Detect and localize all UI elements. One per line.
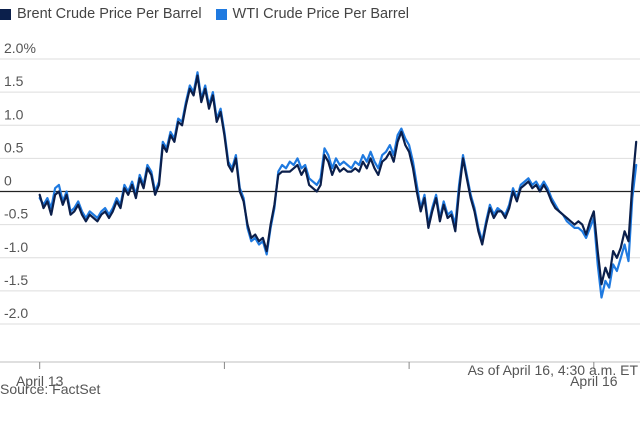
y-tick-label: 1.5 bbox=[4, 73, 24, 89]
legend-item-brent: Brent Crude Price Per Barrel bbox=[0, 6, 202, 22]
y-tick-label: -2.0 bbox=[4, 305, 28, 321]
legend-swatch-wti bbox=[215, 8, 227, 20]
legend-label-brent: Brent Crude Price Per Barrel bbox=[17, 6, 202, 22]
y-tick-label: -1.0 bbox=[4, 239, 28, 255]
source-note: Source: FactSet bbox=[0, 381, 101, 397]
y-axis-tick-labels: 2.0% 1.5 1.0 0.5 0 -0.5 -1.0 -1.5 -2.0 bbox=[4, 40, 36, 321]
y-tick-label: -1.5 bbox=[4, 272, 28, 288]
series-line-brent bbox=[38, 74, 638, 286]
y-tick-label: -0.5 bbox=[4, 206, 28, 222]
y-tick-label: 0.5 bbox=[4, 139, 24, 155]
chart-legend: Brent Crude Price Per Barrel WTI Crude P… bbox=[0, 6, 423, 22]
x-tick-label: April 13 bbox=[16, 373, 64, 389]
as-of-note: As of April 16, 4:30 a.m. ET bbox=[467, 362, 638, 378]
y-tick-label: 1.0 bbox=[4, 106, 24, 122]
legend-swatch-brent bbox=[0, 8, 11, 20]
legend-label-wti: WTI Crude Price Per Barrel bbox=[232, 6, 410, 22]
legend-item-wti: WTI Crude Price Per Barrel bbox=[215, 6, 410, 22]
grid-lines bbox=[0, 58, 640, 325]
y-tick-label: 0 bbox=[4, 173, 12, 189]
x-axis: April 13 April 16 bbox=[0, 361, 640, 389]
x-tick-label: April 16 bbox=[570, 373, 618, 389]
y-tick-label: 2.0% bbox=[4, 40, 36, 56]
series-lines bbox=[38, 71, 638, 299]
series-line-wti bbox=[38, 71, 638, 299]
